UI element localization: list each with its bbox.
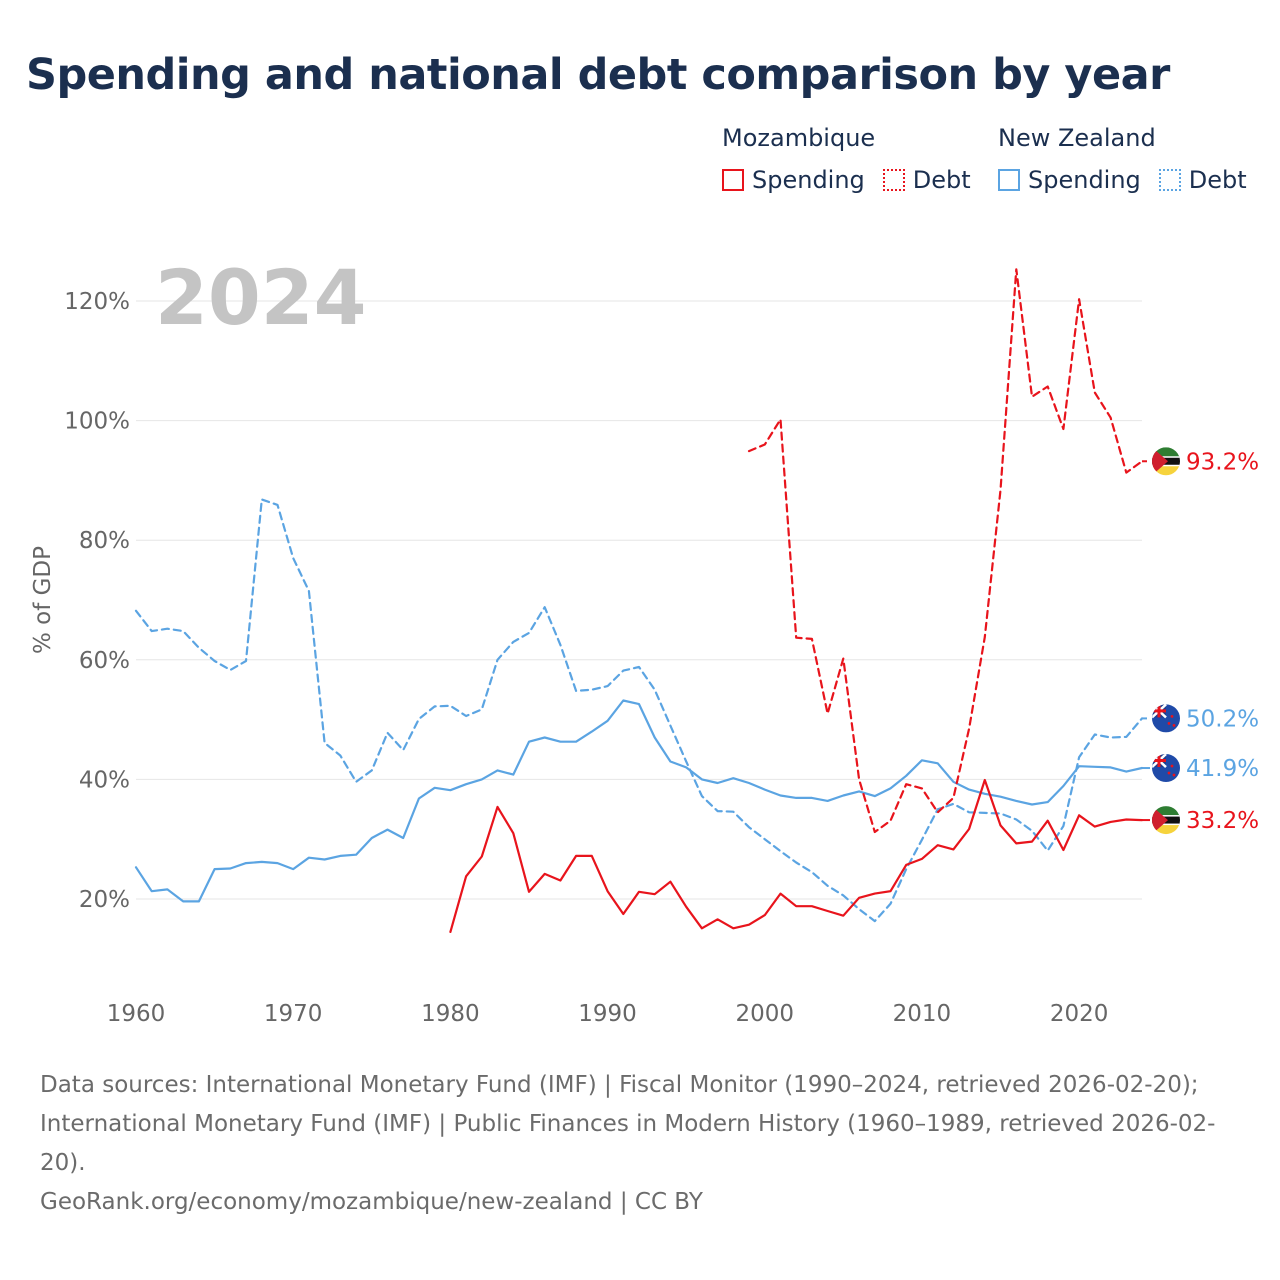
legend-item-mozambique-spending[interactable]: Spending — [722, 166, 865, 194]
end-value-label: 93.2% — [1186, 449, 1259, 475]
x-tick-label: 1970 — [264, 1001, 323, 1027]
y-axis-title: % of GDP — [30, 546, 56, 654]
legend-label: Spending — [752, 166, 865, 194]
current-year-label: 2024 — [155, 253, 367, 342]
y-tick-label: 120% — [64, 289, 130, 315]
series-line-new-zealand-debt[interactable] — [134, 498, 1144, 923]
legend-item-mozambique-debt[interactable]: Debt — [882, 166, 971, 194]
series-line-mozambique-spending[interactable] — [449, 778, 1144, 934]
solid-swatch-icon — [722, 169, 744, 191]
x-tick-label: 1990 — [578, 1001, 637, 1027]
new-zealand-flag-icon — [1152, 704, 1180, 733]
mozambique-flag-icon — [1152, 447, 1180, 476]
x-tick-label: 2010 — [893, 1001, 952, 1027]
x-tick-label: 2000 — [735, 1001, 794, 1027]
end-value-label: 41.9% — [1186, 756, 1259, 782]
series-line-new-zealand-spending[interactable] — [134, 699, 1144, 903]
series-line-mozambique-debt[interactable] — [747, 268, 1144, 834]
chart-title: Spending and national debt comparison by… — [26, 50, 1170, 100]
y-tick-label: 20% — [79, 887, 130, 913]
legend-new-zealand: New Zealand Spending Debt — [998, 124, 1247, 194]
y-tick-label: 60% — [79, 648, 130, 674]
legend-item-new-zealand-debt[interactable]: Debt — [1158, 166, 1247, 194]
legend-label: Spending — [1028, 166, 1141, 194]
legend-item-new-zealand-spending[interactable]: Spending — [998, 166, 1141, 194]
solid-swatch-icon — [998, 169, 1020, 191]
credit-link[interactable]: GeoRank.org/economy/mozambique/new-zeala… — [40, 1189, 703, 1215]
legend-country-new-zealand: New Zealand — [998, 124, 1156, 152]
y-tick-label: 80% — [79, 528, 130, 554]
end-value-label: 33.2% — [1186, 808, 1259, 834]
legend-label: Debt — [912, 166, 971, 194]
y-tick-label: 100% — [64, 409, 130, 435]
dotted-swatch-icon — [1158, 169, 1181, 191]
end-value-label: 50.2% — [1186, 706, 1259, 732]
footer: Data sources: International Monetary Fun… — [40, 1066, 1240, 1222]
x-tick-label: 1960 — [107, 1001, 166, 1027]
new-zealand-flag-icon — [1152, 754, 1180, 783]
mozambique-flag-icon — [1152, 806, 1180, 835]
legend-label: Debt — [1188, 166, 1247, 194]
data-sources: Data sources: International Monetary Fun… — [40, 1072, 1216, 1176]
x-tick-label: 1980 — [421, 1001, 480, 1027]
legend-country-mozambique: Mozambique — [722, 124, 876, 152]
dotted-swatch-icon — [882, 169, 905, 191]
x-tick-label: 2020 — [1050, 1001, 1109, 1027]
line-chart: 20% 40% 60% 80% 100% 120% 1960 1970 1980 1990 2000… — [30, 253, 1259, 1027]
y-tick-label: 40% — [79, 767, 130, 793]
legend-mozambique: Mozambique Spending Debt — [722, 124, 989, 194]
